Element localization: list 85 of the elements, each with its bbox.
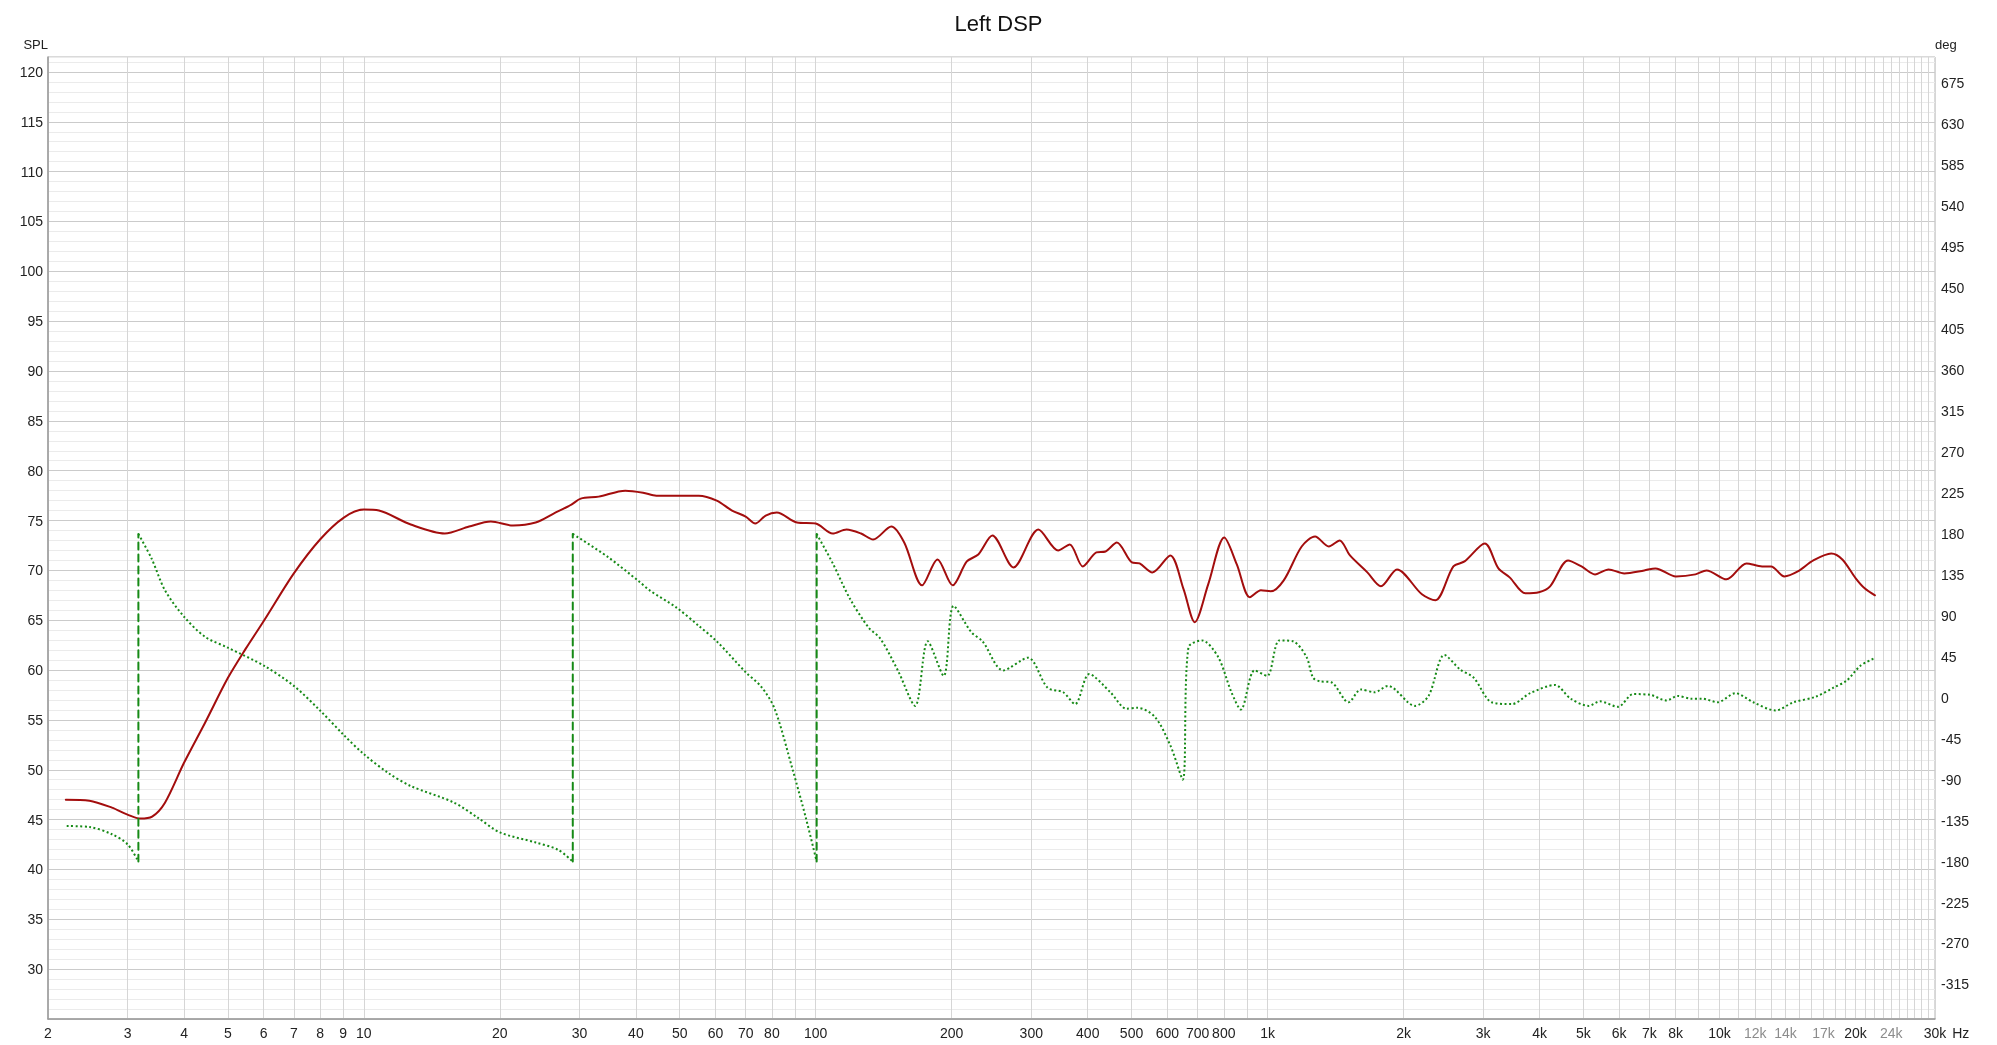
y-tick-label: 80 bbox=[27, 462, 44, 479]
y-tick-label: 120 bbox=[19, 63, 44, 80]
x-tick-label: 2 bbox=[44, 1025, 53, 1041]
x-tick-label: 800 bbox=[1212, 1025, 1236, 1041]
x-tick-label: 50 bbox=[671, 1025, 688, 1041]
y-tick-label: 90 bbox=[27, 363, 44, 380]
y-tick-label: 70 bbox=[27, 562, 44, 579]
y-tick-label: 30 bbox=[27, 961, 44, 978]
x-tick-label: 1k bbox=[1260, 1025, 1276, 1041]
y2-tick-label: 540 bbox=[1941, 198, 1965, 215]
y-axis-title: SPL bbox=[23, 37, 48, 52]
y2-tick-label: -315 bbox=[1941, 976, 1970, 993]
x-tick-label: 30 bbox=[571, 1025, 588, 1041]
x-tick-label: 5k bbox=[1575, 1025, 1592, 1041]
x-tick-label: 70 bbox=[737, 1025, 754, 1041]
y2-tick-label: -270 bbox=[1941, 935, 1970, 952]
y2-tick-label: -135 bbox=[1941, 812, 1970, 829]
x-tick-label: 20 bbox=[492, 1025, 508, 1041]
y2-tick-label: 360 bbox=[1941, 362, 1965, 379]
y2-tick-label: 630 bbox=[1941, 116, 1965, 133]
y2-tick-label: -90 bbox=[1941, 771, 1962, 788]
x-tick-label: 30k bbox=[1923, 1025, 1948, 1041]
y2-tick-label: 315 bbox=[1941, 403, 1965, 420]
y2-tick-label: 450 bbox=[1941, 280, 1965, 297]
x-tick-label: 200 bbox=[940, 1025, 964, 1041]
y2-tick-label: 405 bbox=[1941, 321, 1965, 338]
y-tick-label: 65 bbox=[27, 612, 44, 629]
x-tick-label: 20k bbox=[1844, 1025, 1868, 1041]
x-tick-label: 300 bbox=[1019, 1025, 1044, 1041]
y2-tick-label: 0 bbox=[1941, 689, 1949, 706]
y2-tick-label: 675 bbox=[1941, 75, 1965, 92]
x-tick-label: 12k bbox=[1743, 1025, 1768, 1041]
y-tick-label: 60 bbox=[27, 662, 44, 679]
y-tick-label: 85 bbox=[27, 412, 44, 429]
y-tick-label: 45 bbox=[27, 811, 44, 828]
x-tick-label: 8k bbox=[1668, 1025, 1685, 1041]
x-tick-label: 700 bbox=[1185, 1025, 1210, 1041]
x-tick-label: 2k bbox=[1396, 1025, 1412, 1041]
x-tick-label: 7 bbox=[289, 1025, 298, 1041]
y2-tick-label: 270 bbox=[1941, 443, 1965, 460]
y-tick-label: 105 bbox=[19, 213, 44, 230]
y2-tick-label: -45 bbox=[1941, 730, 1962, 747]
x-tick-label: 5 bbox=[223, 1025, 232, 1041]
y2-tick-label: 45 bbox=[1941, 648, 1957, 665]
y-tick-label: 40 bbox=[27, 861, 44, 878]
x-tick-label: 10k bbox=[1708, 1025, 1732, 1041]
x-tick-label: 3k bbox=[1475, 1025, 1492, 1041]
x-tick-label: 40 bbox=[628, 1025, 644, 1041]
y2-axis-title: deg bbox=[1935, 37, 1957, 52]
x-tick-label: 8 bbox=[316, 1025, 325, 1041]
y2-tick-label: 180 bbox=[1941, 525, 1965, 542]
x-tick-label: 60 bbox=[707, 1025, 724, 1041]
y-tick-label: 35 bbox=[27, 911, 44, 928]
x-tick-label: 6k bbox=[1611, 1025, 1628, 1041]
x-tick-label: 3 bbox=[123, 1025, 132, 1041]
x-tick-label: 400 bbox=[1076, 1025, 1100, 1041]
chart-title: Left DSP bbox=[954, 10, 1043, 36]
y2-tick-label: -180 bbox=[1941, 853, 1970, 870]
x-tick-label: 600 bbox=[1155, 1025, 1180, 1041]
y2-tick-label: 495 bbox=[1941, 239, 1965, 256]
x-axis-title: Hz bbox=[1952, 1025, 1970, 1041]
x-tick-label: 500 bbox=[1119, 1025, 1144, 1041]
x-tick-label: 14k bbox=[1774, 1025, 1798, 1041]
y-tick-label: 115 bbox=[20, 113, 44, 130]
x-tick-label: 17k bbox=[1812, 1025, 1836, 1041]
x-tick-label: 9 bbox=[339, 1025, 348, 1041]
y2-tick-label: 135 bbox=[1941, 566, 1965, 583]
x-tick-label: 7k bbox=[1642, 1025, 1658, 1041]
y2-tick-label: 90 bbox=[1941, 607, 1957, 624]
x-tick-label: 4k bbox=[1532, 1025, 1548, 1041]
x-tick-label: 100 bbox=[804, 1025, 828, 1041]
y-tick-label: 95 bbox=[27, 313, 44, 330]
x-tick-label: 4 bbox=[180, 1025, 189, 1041]
y2-tick-label: 225 bbox=[1941, 484, 1965, 501]
x-tick-label: 24k bbox=[1879, 1025, 1904, 1041]
y-tick-label: 55 bbox=[27, 711, 44, 728]
y-tick-label: 100 bbox=[19, 263, 44, 280]
x-tick-label: 80 bbox=[764, 1025, 780, 1041]
y2-tick-label: 585 bbox=[1941, 157, 1965, 174]
y2-tick-label: -225 bbox=[1941, 894, 1970, 911]
x-tick-label: 10 bbox=[356, 1025, 372, 1041]
y-tick-label: 50 bbox=[27, 761, 44, 778]
y-tick-label: 75 bbox=[27, 512, 44, 529]
x-tick-label: 6 bbox=[259, 1025, 268, 1041]
y-tick-label: 110 bbox=[20, 163, 44, 180]
